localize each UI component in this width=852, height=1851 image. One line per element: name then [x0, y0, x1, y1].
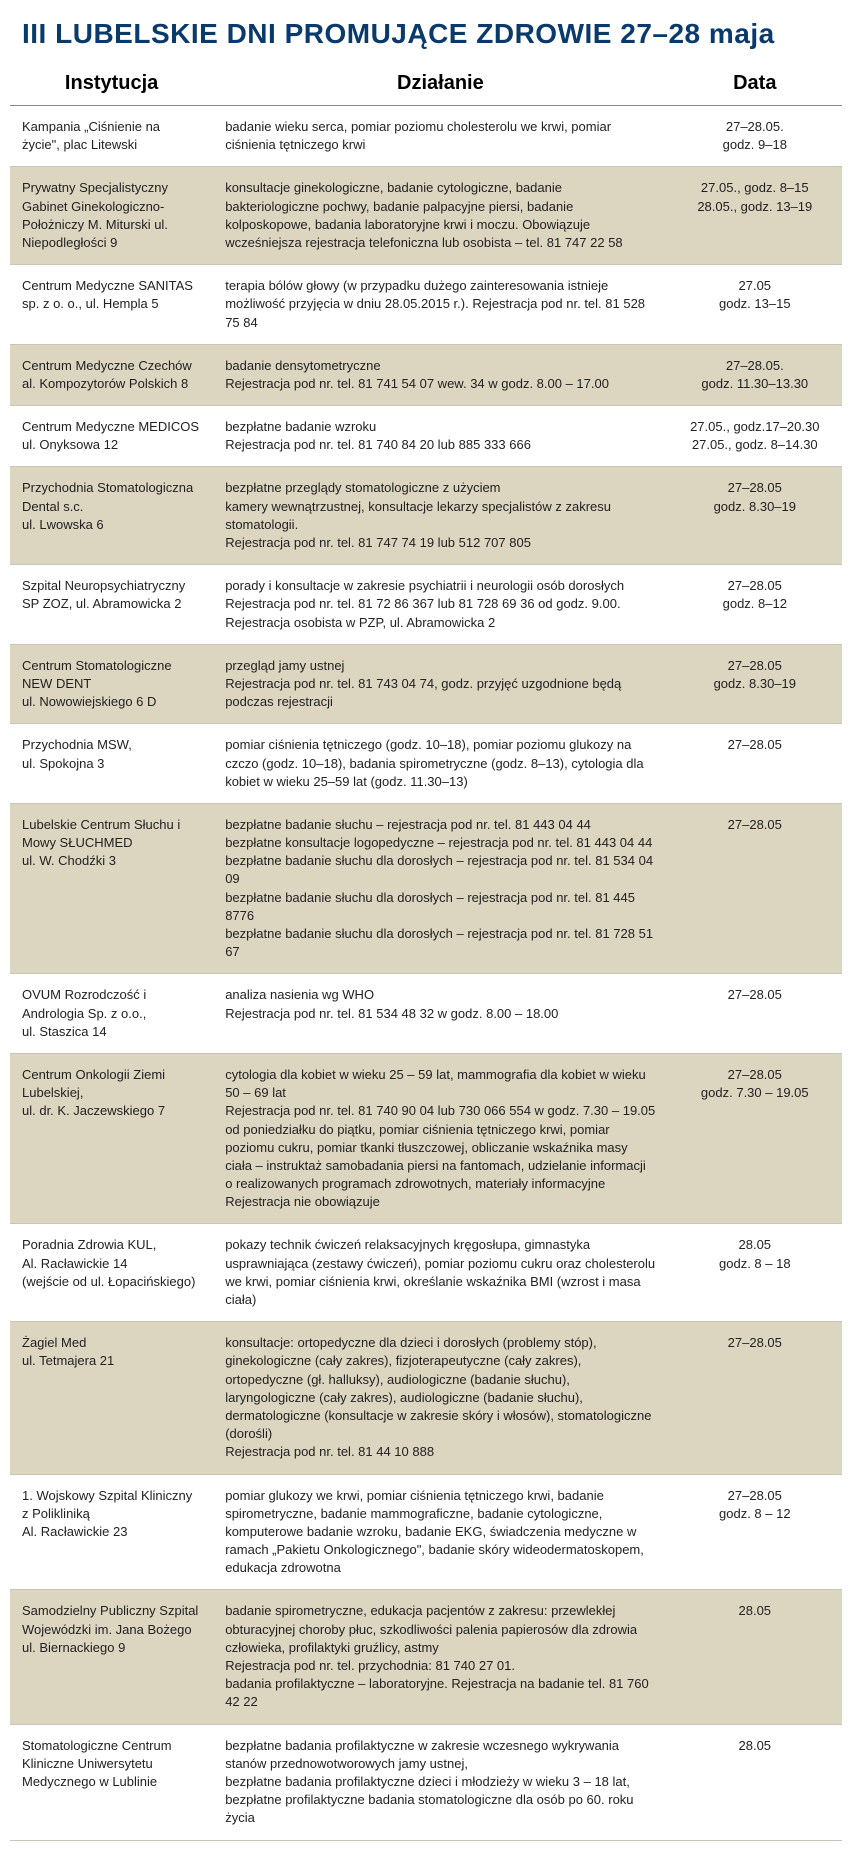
cell-action: bezpłatne badania profilaktyczne w zakre… — [213, 1724, 667, 1840]
cell-institution: Samodzielny Publiczny Szpital Wojewódzki… — [10, 1590, 213, 1724]
table-row: Żagiel Med ul. Tetmajera 21konsultacje: … — [10, 1322, 842, 1474]
cell-date: 27–28.05 godz. 7.30 – 19.05 — [668, 1053, 842, 1224]
table-row: Przychodnia MSW, ul. Spokojna 3pomiar ci… — [10, 724, 842, 804]
cell-institution: Centrum Medyczne SANITAS sp. z o. o., ul… — [10, 265, 213, 345]
cell-action: konsultacje: ortopedyczne dla dzieci i d… — [213, 1322, 667, 1474]
cell-institution: OVUM Rozrodczość i Andrologia Sp. z o.o.… — [10, 974, 213, 1054]
cell-institution: Kampania „Ciśnienie na życie", plac Lite… — [10, 106, 213, 167]
cell-action: analiza nasienia wg WHO Rejestracja pod … — [213, 974, 667, 1054]
cell-institution: Poradnia Zdrowia KUL, Al. Racławickie 14… — [10, 1224, 213, 1322]
cell-institution: Centrum Medyczne MEDICOS ul. Onyksowa 12 — [10, 406, 213, 467]
page-title: III LUBELSKIE DNI PROMUJĄCE ZDROWIE 27–2… — [10, 10, 842, 62]
cell-action: przegląd jamy ustnej Rejestracja pod nr.… — [213, 644, 667, 724]
cell-action: porady i konsultacje w zakresie psychiat… — [213, 565, 667, 645]
table-row: Kampania „Ciśnienie na życie", plac Lite… — [10, 106, 842, 167]
cell-date: 27–28.05 godz. 8.30–19 — [668, 644, 842, 724]
cell-institution: Przychodnia Stomatologiczna Dental s.c. … — [10, 467, 213, 565]
table-row: Samodzielny Publiczny Szpital Wojewódzki… — [10, 1590, 842, 1724]
col-action: Działanie — [213, 62, 667, 106]
table-row: 1. Wojskowy Szpital Kliniczny z Poliklin… — [10, 1474, 842, 1590]
table-header-row: Instytucja Działanie Data — [10, 62, 842, 106]
cell-action: cytologia dla kobiet w wieku 25 – 59 lat… — [213, 1053, 667, 1224]
cell-date: 28.05 godz. 8 – 18 — [668, 1224, 842, 1322]
cell-date: 27–28.05. godz. 9–18 — [668, 106, 842, 167]
table-row: Lubelskie Centrum Słuchu i Mowy SŁUCHMED… — [10, 803, 842, 974]
cell-action: pokazy technik ćwiczeń relaksacyjnych kr… — [213, 1224, 667, 1322]
cell-date: 27–28.05 godz. 8–12 — [668, 565, 842, 645]
cell-action: bezpłatne przeglądy stomatologiczne z uż… — [213, 467, 667, 565]
cell-institution: Centrum Stomatologiczne NEW DENT ul. Now… — [10, 644, 213, 724]
table-row: OVUM Rozrodczość i Andrologia Sp. z o.o.… — [10, 974, 842, 1054]
col-date: Data — [668, 62, 842, 106]
col-institution: Instytucja — [10, 62, 213, 106]
cell-institution: Centrum Medyczne Czechów al. Kompozytoró… — [10, 344, 213, 405]
cell-institution: Żagiel Med ul. Tetmajera 21 — [10, 1322, 213, 1474]
cell-date: 27–28.05 — [668, 1322, 842, 1474]
table-row: Centrum Medyczne SANITAS sp. z o. o., ul… — [10, 265, 842, 345]
table-row: Centrum Onkologii Ziemi Lubelskiej, ul. … — [10, 1053, 842, 1224]
cell-action: konsultacje ginekologiczne, badanie cyto… — [213, 167, 667, 265]
cell-date: 27–28.05. godz. 11.30–13.30 — [668, 344, 842, 405]
cell-date: 28.05 — [668, 1724, 842, 1840]
table-row: Stomatologiczne Centrum Kliniczne Uniwer… — [10, 1724, 842, 1840]
cell-date: 27.05., godz.17–20.30 27.05., godz. 8–14… — [668, 406, 842, 467]
cell-date: 27–28.05 — [668, 803, 842, 974]
cell-date: 27.05., godz. 8–15 28.05., godz. 13–19 — [668, 167, 842, 265]
cell-action: pomiar ciśnienia tętniczego (godz. 10–18… — [213, 724, 667, 804]
table-row: Przychodnia Stomatologiczna Dental s.c. … — [10, 467, 842, 565]
cell-date: 27.05 godz. 13–15 — [668, 265, 842, 345]
cell-institution: Przychodnia MSW, ul. Spokojna 3 — [10, 724, 213, 804]
cell-institution: Szpital Neuropsychiatryczny SP ZOZ, ul. … — [10, 565, 213, 645]
cell-institution: Lubelskie Centrum Słuchu i Mowy SŁUCHMED… — [10, 803, 213, 974]
cell-institution: 1. Wojskowy Szpital Kliniczny z Poliklin… — [10, 1474, 213, 1590]
cell-action: badanie wieku serca, pomiar poziomu chol… — [213, 106, 667, 167]
table-row: Centrum Medyczne MEDICOS ul. Onyksowa 12… — [10, 406, 842, 467]
cell-date: 28.05 — [668, 1590, 842, 1724]
cell-action: bezpłatne badanie wzroku Rejestracja pod… — [213, 406, 667, 467]
cell-institution: Prywatny Specjalistyczny Gabinet Ginekol… — [10, 167, 213, 265]
cell-institution: Centrum Onkologii Ziemi Lubelskiej, ul. … — [10, 1053, 213, 1224]
cell-action: terapia bólów głowy (w przypadku dużego … — [213, 265, 667, 345]
schedule-table: Instytucja Działanie Data Kampania „Ciśn… — [10, 62, 842, 1841]
cell-action: badanie spirometryczne, edukacja pacjent… — [213, 1590, 667, 1724]
cell-date: 27–28.05 godz. 8.30–19 — [668, 467, 842, 565]
table-row: Centrum Stomatologiczne NEW DENT ul. Now… — [10, 644, 842, 724]
cell-institution: Stomatologiczne Centrum Kliniczne Uniwer… — [10, 1724, 213, 1840]
cell-action: badanie densytometryczne Rejestracja pod… — [213, 344, 667, 405]
cell-date: 27–28.05 godz. 8 – 12 — [668, 1474, 842, 1590]
cell-action: bezpłatne badanie słuchu – rejestracja p… — [213, 803, 667, 974]
table-row: Szpital Neuropsychiatryczny SP ZOZ, ul. … — [10, 565, 842, 645]
table-row: Prywatny Specjalistyczny Gabinet Ginekol… — [10, 167, 842, 265]
cell-date: 27–28.05 — [668, 724, 842, 804]
cell-date: 27–28.05 — [668, 974, 842, 1054]
table-row: Centrum Medyczne Czechów al. Kompozytoró… — [10, 344, 842, 405]
table-row: Poradnia Zdrowia KUL, Al. Racławickie 14… — [10, 1224, 842, 1322]
cell-action: pomiar glukozy we krwi, pomiar ciśnienia… — [213, 1474, 667, 1590]
